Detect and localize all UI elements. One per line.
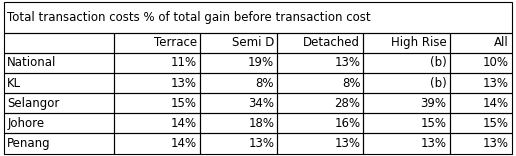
Text: 13%: 13% xyxy=(421,137,446,150)
Text: 13%: 13% xyxy=(483,77,509,90)
Text: 8%: 8% xyxy=(256,77,274,90)
Text: (b): (b) xyxy=(430,56,446,69)
Text: (b): (b) xyxy=(430,77,446,90)
Text: 14%: 14% xyxy=(482,97,509,110)
Text: 13%: 13% xyxy=(334,56,360,69)
Text: 14%: 14% xyxy=(171,117,197,130)
Text: 15%: 15% xyxy=(171,97,197,110)
Text: Semi D: Semi D xyxy=(232,36,274,49)
Text: Terrace: Terrace xyxy=(154,36,197,49)
Text: 13%: 13% xyxy=(171,77,197,90)
Text: Johore: Johore xyxy=(7,117,44,130)
Text: 14%: 14% xyxy=(171,137,197,150)
Text: 15%: 15% xyxy=(421,117,446,130)
Text: 13%: 13% xyxy=(483,137,509,150)
Text: Selangor: Selangor xyxy=(7,97,60,110)
Text: 39%: 39% xyxy=(421,97,446,110)
Text: High Rise: High Rise xyxy=(391,36,446,49)
Text: National: National xyxy=(7,56,57,69)
Text: 34%: 34% xyxy=(248,97,274,110)
Text: 18%: 18% xyxy=(248,117,274,130)
Text: Detached: Detached xyxy=(303,36,360,49)
Text: Total transaction costs % of total gain before transaction cost: Total transaction costs % of total gain … xyxy=(7,11,371,24)
Text: 15%: 15% xyxy=(483,117,509,130)
Text: 11%: 11% xyxy=(171,56,197,69)
Text: 19%: 19% xyxy=(248,56,274,69)
Text: 8%: 8% xyxy=(342,77,360,90)
Text: 10%: 10% xyxy=(483,56,509,69)
Text: 13%: 13% xyxy=(248,137,274,150)
Text: 16%: 16% xyxy=(334,117,360,130)
Text: 13%: 13% xyxy=(334,137,360,150)
Text: 28%: 28% xyxy=(334,97,360,110)
Text: All: All xyxy=(494,36,509,49)
Text: Penang: Penang xyxy=(7,137,51,150)
Text: KL: KL xyxy=(7,77,21,90)
